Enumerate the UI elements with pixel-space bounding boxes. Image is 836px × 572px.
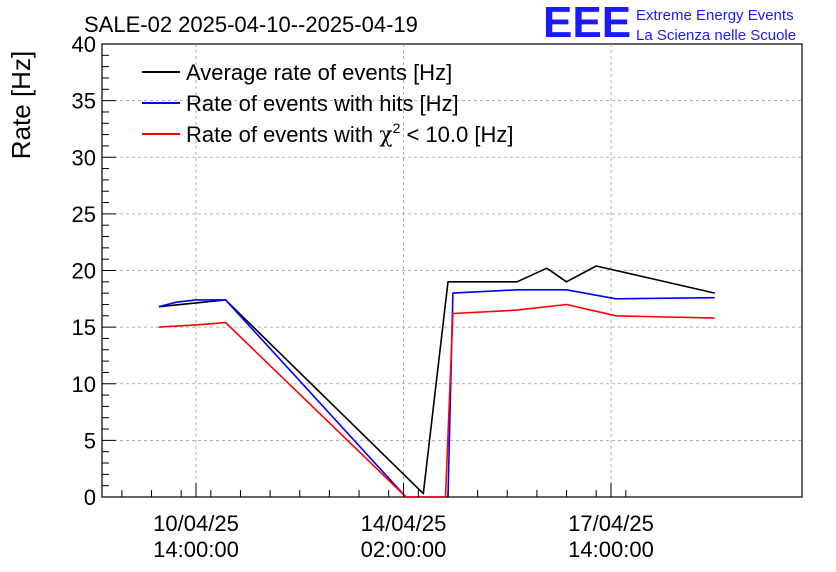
y-tick-label: 15 [72,315,96,340]
legend-label-chi2: Rate of events with χ2 < 10.0 [Hz] [186,120,513,148]
series-hits-rate [158,288,715,498]
y-tick-label: 5 [84,428,96,453]
grid [102,44,802,497]
x-tick-label-date: 17/04/25 [568,511,654,536]
y-tick-label: 30 [72,145,96,170]
x-tick-label-date: 14/04/25 [361,511,447,536]
series-group [158,265,715,498]
y-tick-label: 40 [72,32,96,57]
axes: 051015202530354010/04/2514:00:0014/04/25… [72,32,654,562]
chart-title: SALE-02 2025-04-10--2025-04-19 [84,12,418,37]
logo-line1: Extreme Energy Events [636,7,794,24]
x-tick-label-time: 02:00:00 [361,537,447,562]
logo-letters: EEE [543,0,631,47]
legend: Average rate of events [Hz] Rate of even… [142,60,513,148]
x-tick-label-time: 14:00:00 [153,537,239,562]
series-chi2-rate [158,303,715,498]
legend-label-hits: Rate of events with hits [Hz] [186,91,459,116]
y-tick-label: 10 [72,372,96,397]
y-tick-label: 35 [72,89,96,114]
y-axis-label: Rate [Hz] [6,51,36,159]
y-tick-label: 0 [84,485,96,510]
logo-line2: La Scienza nelle Scuole [636,27,796,44]
series-average-rate [158,265,715,495]
legend-label-average: Average rate of events [Hz] [186,60,452,85]
y-tick-label: 20 [72,259,96,284]
y-tick-label: 25 [72,202,96,227]
x-tick-label-time: 14:00:00 [568,537,654,562]
eee-logo: EEE Extreme Energy Events La Scienza nel… [543,0,796,47]
x-tick-label-date: 10/04/25 [153,511,239,536]
